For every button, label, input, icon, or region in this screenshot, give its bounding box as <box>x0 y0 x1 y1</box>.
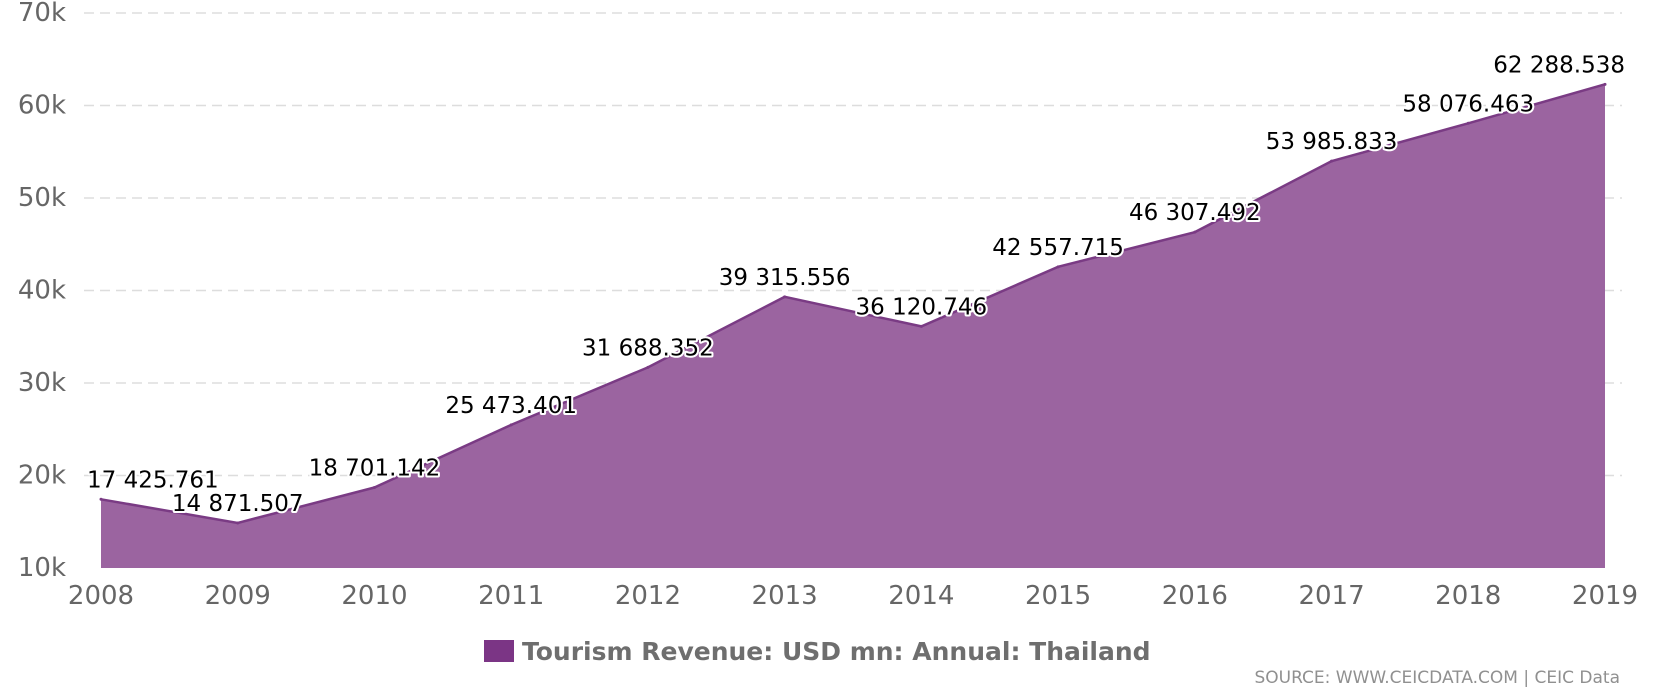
x-tick-label: 2013 <box>752 581 818 611</box>
x-axis-ticks: 2008 2009 2010 2011 2012 2013 2014 2015 2016 2017… <box>68 581 1638 611</box>
data-point <box>919 324 923 328</box>
y-tick-label: 10k <box>18 553 66 583</box>
data-label: 42 557.715 <box>992 235 1124 261</box>
x-tick-label: 2017 <box>1298 581 1364 611</box>
source-note: SOURCE: WWW.CEICDATA.COM | CEIC Data <box>1254 668 1620 688</box>
data-point <box>99 497 103 501</box>
data-point <box>1193 230 1197 234</box>
data-point <box>1330 159 1334 163</box>
data-label: 14 871.507 <box>172 491 304 517</box>
data-label: 53 985.833 <box>1266 129 1398 155</box>
legend-swatch <box>484 640 514 662</box>
legend-label: Tourism Revenue: USD mn: Annual: Thailan… <box>522 636 1151 666</box>
x-tick-label: 2018 <box>1435 581 1501 611</box>
x-tick-label: 2009 <box>205 581 271 611</box>
data-point <box>509 423 513 427</box>
y-axis-ticks: 10k 20k 30k 40k 50k 60k 70k <box>18 0 66 583</box>
data-label: 25 473.401 <box>445 393 577 419</box>
series-line <box>100 83 1606 525</box>
data-point <box>646 365 650 369</box>
y-tick-label: 20k <box>18 461 66 491</box>
y-tick-label: 70k <box>18 0 66 28</box>
data-label: 39 315.556 <box>719 265 851 291</box>
y-tick-label: 60k <box>18 91 66 121</box>
data-point <box>372 486 376 490</box>
legend[interactable]: Tourism Revenue: USD mn: Annual: Thailan… <box>484 636 1151 666</box>
x-tick-label: 2008 <box>68 581 134 611</box>
x-tick-label: 2011 <box>478 581 544 611</box>
data-point <box>1056 265 1060 269</box>
x-tick-label: 2019 <box>1572 581 1638 611</box>
x-tick-label: 2015 <box>1025 581 1091 611</box>
x-tick-label: 2016 <box>1162 581 1228 611</box>
data-label: 17 425.761 <box>87 467 219 493</box>
series-area <box>99 82 1607 568</box>
y-tick-label: 50k <box>18 183 66 213</box>
data-label: 46 307.492 <box>1129 200 1261 226</box>
data-label: 36 120.746 <box>856 294 988 320</box>
x-tick-label: 2014 <box>888 581 954 611</box>
data-label: 58 076.463 <box>1402 91 1534 117</box>
data-point <box>783 295 787 299</box>
data-label: 31 688.352 <box>582 335 714 361</box>
y-tick-label: 40k <box>18 276 66 306</box>
data-point <box>236 521 240 525</box>
area-fill <box>101 84 1605 568</box>
data-label: 62 288.538 <box>1493 52 1625 78</box>
x-tick-label: 2010 <box>341 581 407 611</box>
data-label: 18 701.142 <box>309 456 441 482</box>
x-tick-label: 2012 <box>615 581 681 611</box>
data-point <box>1603 82 1607 86</box>
data-point <box>1466 121 1470 125</box>
y-tick-label: 30k <box>18 368 66 398</box>
